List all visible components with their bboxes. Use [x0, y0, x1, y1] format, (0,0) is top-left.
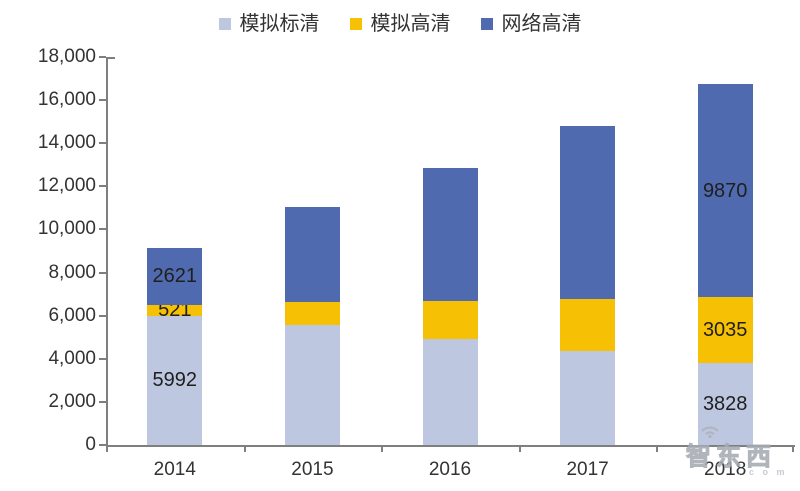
legend-label-network-hd: 网络高清	[501, 13, 582, 35]
bar-segment: 2621	[147, 248, 203, 305]
y-axis-top-cap	[108, 57, 115, 59]
legend-swatch-analog-sd	[218, 18, 231, 30]
y-axis-tick	[99, 142, 106, 145]
legend-item-network-hd: 网络高清	[480, 13, 582, 35]
bar-segment	[284, 325, 340, 445]
x-axis-tick	[381, 445, 384, 452]
y-axis-tick	[99, 56, 106, 58]
x-axis-tick	[243, 445, 246, 452]
bar-value-label: 5992	[152, 369, 198, 392]
y-axis-tick-label: 12,000	[37, 175, 96, 197]
bar-segment	[422, 339, 478, 445]
zhidx-watermark: 智东西 . c o m	[682, 421, 800, 483]
legend-swatch-analog-hd	[349, 18, 362, 30]
y-axis-tick	[99, 357, 106, 360]
bar-value-label: 3828	[702, 392, 748, 415]
y-axis-tick-label: 0	[85, 434, 96, 455]
legend-swatch-network-hd	[480, 18, 493, 30]
y-axis-tick-label: 6,000	[48, 304, 96, 326]
bar-segment: 521	[147, 299, 203, 322]
y-axis-line	[106, 57, 108, 452]
y-axis-tick-label: 2,000	[48, 390, 96, 412]
x-axis-tick-label: 2014	[153, 459, 196, 480]
bar-segment: 3828	[697, 362, 753, 445]
bar-value-label: 521	[158, 299, 192, 322]
y-axis-tick-label: 18,000	[37, 46, 96, 67]
y-axis-tick	[99, 99, 106, 102]
y-axis-tick-label: 14,000	[37, 132, 96, 154]
bar-segment	[560, 298, 616, 352]
x-axis-tick-label: 2018	[704, 459, 747, 480]
watermark-suffix: . c o m	[738, 467, 788, 477]
bar-segment	[560, 125, 616, 299]
bar-value-label: 9870	[702, 179, 748, 202]
x-axis-tick	[518, 445, 521, 452]
x-axis-tick	[106, 445, 108, 452]
bar-segment: 5992	[147, 315, 203, 445]
bar-value-label: 2621	[152, 265, 198, 288]
plot-area: 5992 521 2621 3828 3035 9870	[106, 57, 794, 445]
chart-legend: 模拟标清 模拟高清 网络高清	[0, 14, 800, 34]
watermark-text: 智东西	[685, 443, 777, 472]
x-axis-tick	[792, 445, 794, 452]
x-axis-tick-label: 2016	[428, 459, 472, 480]
bar-segment	[422, 301, 478, 340]
bar-segment	[284, 207, 340, 302]
y-axis-tick	[99, 185, 106, 188]
y-axis-tick	[99, 400, 106, 403]
y-axis-tick-label: 8,000	[48, 261, 96, 283]
legend-label-analog-hd: 模拟高清	[370, 13, 451, 35]
legend-label-analog-sd: 模拟标清	[239, 13, 320, 35]
x-axis-tick	[656, 445, 659, 452]
legend-item-analog-sd: 模拟标清	[218, 13, 320, 35]
bar-segment	[560, 351, 616, 445]
y-axis-tick	[99, 271, 106, 274]
x-axis-line	[106, 445, 795, 447]
legend-item-analog-hd: 模拟高清	[349, 13, 451, 35]
wifi-icon	[701, 426, 719, 438]
bar-segment: 9870	[697, 84, 753, 298]
x-axis-tick-label: 2017	[566, 459, 609, 480]
x-axis-tick-label: 2015	[291, 459, 334, 480]
y-axis-tick-label: 16,000	[37, 89, 96, 111]
bar-value-label: 3035	[702, 318, 748, 341]
bar-segment	[422, 168, 478, 302]
bar-segment	[284, 301, 340, 326]
bar-segment: 3035	[697, 297, 753, 363]
y-axis-tick	[99, 314, 106, 317]
y-axis-tick	[99, 444, 106, 446]
y-axis-tick-label: 10,000	[37, 218, 96, 240]
y-axis-tick-label: 4,000	[48, 347, 96, 369]
y-axis-tick	[99, 228, 106, 231]
